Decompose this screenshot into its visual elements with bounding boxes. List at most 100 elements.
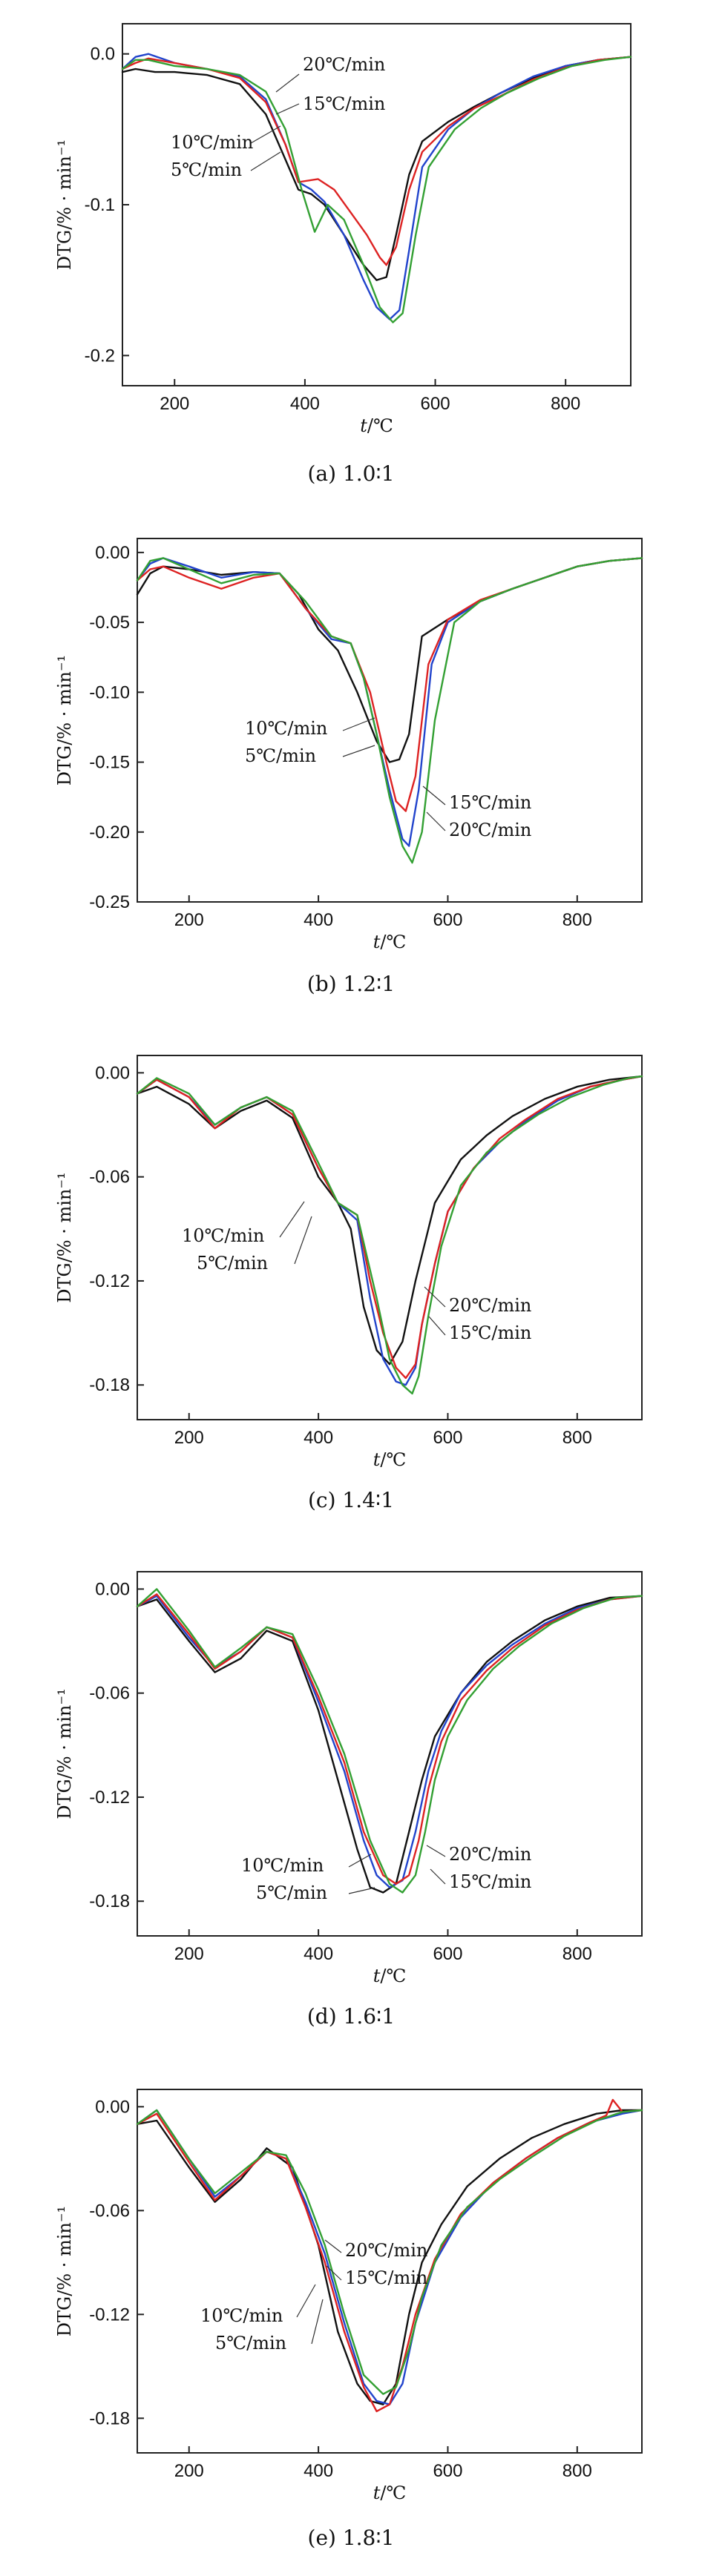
x-tick-label: 400 [304, 1428, 333, 1448]
series-line-s20 [136, 1075, 643, 1395]
y-tick-label: -0.25 [89, 892, 130, 912]
x-tick-label: 400 [304, 1944, 333, 1964]
heating-rate-label: 5℃/min [171, 159, 242, 180]
y-tick-label: -0.15 [89, 753, 130, 773]
x-axis-unit: /℃ [380, 932, 406, 952]
label-leader-line [424, 1286, 446, 1308]
label-leader-line [324, 2239, 342, 2253]
x-tick-label: 800 [562, 1428, 592, 1448]
label-leader-line [428, 1316, 446, 1336]
series-line-s20 [121, 56, 632, 323]
chart-panel-2: 200 400 600 800 0.00 -0.05 -0.10 -0.15 -0.20 -0.2… [54, 538, 643, 996]
x-axis-label: t/℃ [373, 1449, 407, 1470]
y-axis-label: DTG/% · min⁻¹ [54, 655, 75, 785]
x-tick-label: 200 [174, 1944, 204, 1964]
heating-rate-label: 10℃/min [241, 1855, 324, 1876]
label-leader-line [279, 1201, 305, 1238]
series-line-s15 [136, 557, 643, 812]
series-line-s15 [136, 1593, 643, 1885]
series-line-s20 [136, 557, 643, 864]
series-line-s5 [136, 557, 643, 763]
heating-rate-label: 5℃/min [245, 745, 316, 766]
x-tick-label: 200 [160, 394, 189, 414]
series-line-s5 [136, 2109, 643, 2405]
x-tick-label: 200 [174, 1428, 204, 1448]
label-leader-line [294, 1216, 312, 1265]
chart-panel-1: 200 400 600 800 0.0 -0.1 -0.2 t/℃ DTG/% · min⁻¹ 2… [54, 23, 632, 486]
heating-rate-label: 15℃/min [303, 93, 385, 114]
label-leader-line [342, 717, 375, 731]
plot-frame [137, 2089, 643, 2454]
y-tick-label: -0.18 [89, 2408, 130, 2428]
x-tick-label: 600 [433, 910, 462, 930]
heating-rate-label: 10℃/min [182, 1225, 264, 1246]
x-tick-label: 800 [562, 1944, 592, 1964]
x-tick-label: 800 [562, 2461, 592, 2481]
heating-rate-label: 20℃/min [449, 1844, 531, 1865]
label-leader-line [342, 745, 375, 757]
plot-frame [137, 1571, 643, 1937]
x-tick-label: 600 [433, 1944, 462, 1964]
label-leader-line [426, 1845, 446, 1857]
y-tick-label: -0.10 [89, 682, 130, 702]
label-leader-line [348, 1887, 375, 1894]
heating-rate-label: 5℃/min [256, 1882, 327, 1903]
heating-rate-label: 15℃/min [449, 792, 531, 813]
heating-rate-label: 10℃/min [200, 2305, 283, 2326]
x-axis-variable: t [373, 1966, 381, 1986]
heating-rate-label: 15℃/min [449, 1322, 531, 1343]
chart-panel-5: 200 400 600 800 0.00 -0.06 -0.12 -0.18 t/℃ DTG/% … [54, 2089, 643, 2550]
series-line-s10 [136, 557, 643, 847]
label-leader-line [422, 785, 446, 806]
label-leader-line [348, 1854, 372, 1868]
x-tick-label: 400 [304, 910, 333, 930]
y-axis-label: DTG/% · min⁻¹ [54, 139, 75, 270]
label-leader-line [311, 2299, 324, 2345]
y-tick-label: 0.00 [95, 1063, 130, 1083]
label-leader-line [426, 811, 446, 831]
plot-frame [137, 1055, 643, 1420]
x-axis-label: t/℃ [373, 2483, 407, 2503]
series-line-s20 [136, 2109, 643, 2395]
y-tick-label: -0.12 [89, 1271, 130, 1291]
label-leader-line [296, 2284, 316, 2318]
label-leader-line [275, 73, 300, 93]
y-axis-label: DTG/% · min⁻¹ [54, 1172, 75, 1302]
y-axis-label: DTG/% · min⁻¹ [54, 1688, 75, 1819]
heating-rate-label: 15℃/min [449, 1871, 531, 1892]
y-tick-label: -0.06 [89, 2201, 130, 2221]
x-tick-label: 800 [551, 394, 580, 414]
label-leader-line [326, 2265, 342, 2281]
y-tick-label: -0.06 [89, 1167, 130, 1187]
y-tick-label: 0.00 [95, 2097, 130, 2117]
x-axis-variable: t [373, 2483, 381, 2503]
x-axis-label: t/℃ [360, 415, 393, 436]
y-tick-label: -0.12 [89, 2305, 130, 2325]
heating-rate-label: 15℃/min [345, 2267, 427, 2288]
x-tick-label: 600 [433, 1428, 462, 1448]
y-tick-label: -0.20 [89, 823, 130, 843]
y-tick-label: -0.12 [89, 1788, 130, 1808]
heating-rate-label: 20℃/min [345, 2240, 427, 2261]
plot-frame [137, 538, 643, 903]
series-line-s5 [136, 1595, 643, 1894]
series-line-s10 [136, 1595, 643, 1888]
heating-rate-label: 5℃/min [215, 2333, 286, 2353]
y-tick-label: 0.00 [95, 1579, 130, 1599]
x-tick-label: 200 [174, 910, 204, 930]
y-tick-label: -0.05 [89, 613, 130, 633]
y-tick-label: 0.0 [91, 45, 115, 65]
y-tick-label: 0.00 [95, 543, 130, 563]
y-tick-label: -0.06 [89, 1684, 130, 1704]
panel-caption: (a) 1.0∶1 [307, 461, 394, 486]
plot-frame [122, 23, 632, 386]
x-tick-label: 200 [174, 2461, 204, 2481]
series-line-s5 [136, 1075, 643, 1366]
x-tick-label: 600 [421, 394, 450, 414]
heating-rate-label: 10℃/min [171, 132, 253, 153]
x-tick-label: 400 [290, 394, 320, 414]
y-tick-label: -0.2 [85, 346, 115, 366]
y-tick-label: -0.18 [89, 1891, 130, 1911]
x-tick-label: 800 [562, 910, 592, 930]
